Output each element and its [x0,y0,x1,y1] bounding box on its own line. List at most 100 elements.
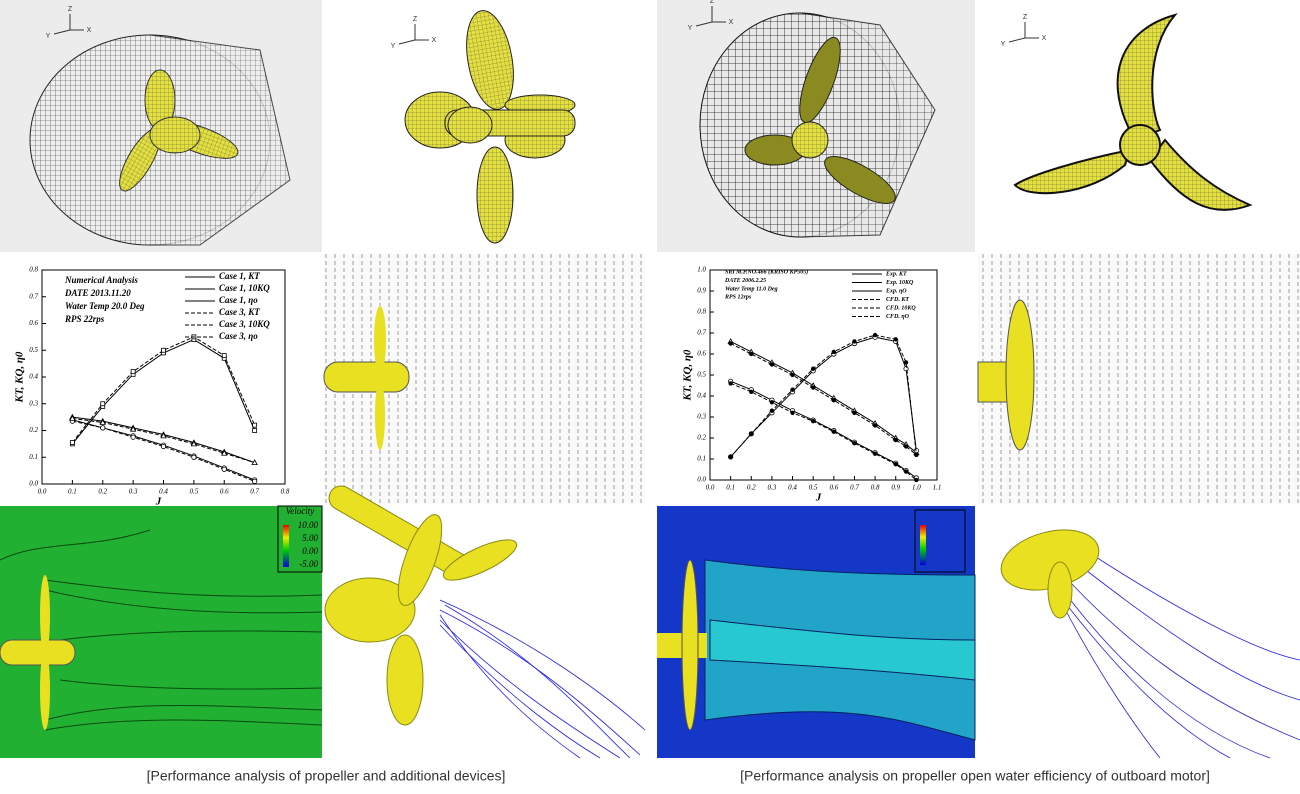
triad-label: Z [68,6,73,13]
x-tick-label: 0.2 [747,484,756,492]
legend-label: Case 1, 10KQ [219,283,270,293]
marker [914,452,919,457]
marker [852,339,857,344]
x-tick-label: 0.2 [98,488,107,496]
annotation: Water Temp 11.0 Deg [725,286,778,292]
annotation: RPS 22rps [64,314,105,324]
y-tick-label: 0.0 [29,480,38,488]
legend-title: Velocity [286,506,315,516]
x-tick-label: 0.7 [850,484,859,492]
x-tick-label: 0.4 [788,484,797,492]
y-tick-label: 0.3 [29,399,38,407]
legend-label: 10.00 [298,520,319,530]
marker [810,366,816,371]
y-tick-label: 0.0 [697,476,706,484]
x-tick-label: 0.7 [250,488,259,496]
annotation: Numerical Analysis [64,275,138,285]
marker [893,437,898,443]
marker [129,425,137,432]
x-tick-label: 0.3 [129,488,138,496]
triad-label: Y [391,43,396,50]
legend-label: 0.00 [302,546,318,556]
legend-label: Case 3, ηo [219,331,258,341]
marker [769,408,775,413]
marker [251,459,258,465]
marker [100,401,106,407]
triads: Z Y X Z Y X Z Y X Z Y X [46,0,1047,50]
marker [831,349,837,355]
y-tick-label: 0.8 [29,266,38,274]
y-tick-label: 0.1 [697,455,706,463]
triad-label: Y [46,33,51,40]
marker [790,387,795,392]
y-tick-label: 0.2 [29,426,38,434]
x-tick-label: 0.5 [809,484,818,492]
marker [252,478,258,484]
marker [872,332,878,338]
y-tick-label: 0.5 [29,346,38,354]
x-tick-label: 0.6 [829,484,838,492]
marker [749,431,754,436]
vector-panels [323,254,1300,504]
triad-label: Y [1001,41,1006,48]
y-tick-label: 0.7 [697,329,706,337]
marker [728,454,733,460]
axis-triad [398,24,429,45]
legend-label: -5.00 [299,559,318,569]
marker [252,422,258,428]
marker [903,360,909,365]
marker [69,415,76,421]
marker [831,429,837,434]
triad-label: X [1042,35,1047,42]
marker [903,444,909,449]
marker [903,366,909,372]
x-tick-label: 0.0 [38,488,47,496]
x-tick-label: 0.8 [871,484,880,492]
marker [130,434,136,440]
legend-label: Exp. KT [885,271,907,277]
marker [100,425,106,431]
triad-label: X [87,27,92,34]
marker [790,372,795,378]
marker [160,432,167,439]
y-tick-label: 0.6 [29,319,38,327]
y-tick-label: 1.0 [697,266,706,274]
marker [893,337,898,342]
marker [221,466,227,472]
axis-triad [53,14,84,35]
marker [903,469,909,474]
triad-label: X [432,37,437,44]
triad-label: Z [710,0,715,5]
marker [221,353,227,359]
marker [769,400,775,405]
marker [872,423,878,428]
y-tick-label: 0.2 [697,434,706,442]
x-tick-label: 0.6 [220,488,229,496]
triad-label: Z [413,16,418,23]
x-tick-label: 0.1 [726,484,735,492]
x-axis-label: J [815,492,822,504]
chart-panel [0,254,322,504]
marker [749,351,754,357]
legend-label: Case 3, KT [219,307,260,317]
legend-label: CFD. KT [886,297,909,303]
flow-panels [0,485,1300,759]
axis-triad [695,6,726,27]
marker [893,462,898,467]
marker [728,381,733,386]
annotation: RPS 12rps [724,295,752,301]
x-tick-label: 0.0 [706,484,715,492]
x-tick-label: 0.8 [281,488,290,496]
legend-label: Case 3, 10KQ [219,319,270,329]
triad-label: Z [1023,14,1028,21]
marker [852,410,857,415]
charts: 0.0 0.1 0.2 0.3 0.4 0.5 0.6 0.7 0.8 0.0 0.1 0.2 0.3 0… [14,266,942,508]
marker [161,347,166,353]
annotation: DATE 2013.11.20 [64,288,131,298]
marker [769,362,775,367]
legend-label: Case 1, ηo [219,295,258,305]
marker [831,398,837,403]
x-tick-label: 1.0 [912,484,921,492]
legend-label: CFD. 10KQ [886,305,916,311]
